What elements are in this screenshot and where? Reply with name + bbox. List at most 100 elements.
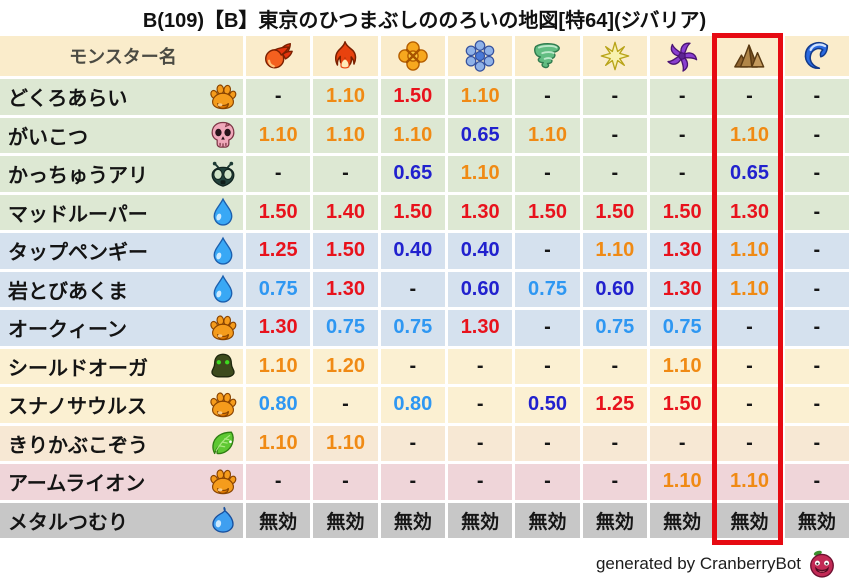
resistance-value: -: [409, 354, 417, 377]
monster-name: マッドルーパー: [8, 203, 148, 226]
resistance-cell: -: [784, 117, 849, 153]
resistance-value: 1.10: [730, 239, 769, 262]
resistance-value: 1.10: [460, 162, 500, 185]
resistance-value: 1.30: [326, 277, 365, 300]
resistance-value: -: [746, 431, 753, 454]
burst-icon: [396, 39, 430, 73]
resistance-cell: -: [313, 464, 378, 500]
resistance-cell: 1.10: [380, 117, 445, 153]
resistance-cell: -: [380, 464, 445, 500]
resistance-value: 1.10: [326, 123, 365, 146]
resistance-cell: -: [515, 310, 580, 346]
resistance-value: 0.65: [730, 162, 769, 185]
monster-name-cell: かっちゅうアリ: [0, 156, 243, 192]
resistance-value: -: [476, 470, 484, 493]
resistance-cell: -: [784, 156, 849, 192]
resistance-cell: 0.65: [717, 156, 782, 192]
resistance-value: 0.75: [528, 277, 567, 300]
resistance-cell: 1.10: [246, 348, 311, 384]
leaf-icon: [208, 428, 238, 458]
resistance-cell: 1.10: [717, 117, 782, 153]
resistance-value: 0.50: [528, 393, 567, 416]
resistance-cell: 1.30: [313, 271, 378, 307]
resistance-cell: 1.50: [380, 194, 445, 230]
resistance-value: -: [611, 470, 619, 493]
resistance-value: 1.30: [730, 200, 769, 223]
monster-name-header-label: モンスター名: [69, 47, 177, 67]
resistance-cell: 0.60: [582, 271, 647, 307]
rock-icon: [732, 39, 766, 73]
resistance-value: 0.75: [326, 316, 365, 339]
waterdrop-icon: [208, 274, 238, 304]
resistance-cell: 1.30: [650, 271, 715, 307]
resistance-value: -: [476, 354, 484, 377]
resistance-value: 1.10: [662, 354, 702, 377]
resistance-value: 1.30: [662, 277, 702, 300]
resistance-cell: 無効: [448, 502, 513, 538]
resistance-value: 1.10: [730, 277, 769, 300]
resistance-value: -: [342, 162, 349, 185]
monster-name-cell: シールドオーガ: [0, 348, 243, 384]
resistance-cell: 1.25: [582, 387, 647, 423]
resistance-cell: 1.10: [717, 271, 782, 307]
resistance-cell: 1.30: [448, 310, 513, 346]
resistance-cell: -: [717, 425, 782, 461]
resistance-cell: 無効: [582, 502, 647, 538]
monster-name: 岩とびあくま: [8, 280, 128, 303]
element-header-cell-sparkle: [582, 36, 647, 76]
resistance-cell: -: [784, 79, 849, 115]
element-header-cell-pinwheel: [650, 36, 715, 76]
resistance-value: -: [342, 393, 349, 416]
resistance-cell: 1.50: [515, 194, 580, 230]
hood-icon: [208, 351, 238, 381]
resistance-cell: -: [515, 156, 580, 192]
resistance-cell: 1.10: [246, 117, 311, 153]
monster-name: がいこつ: [8, 126, 88, 149]
resistance-value: 1.50: [528, 200, 567, 223]
resistance-cell: -: [448, 387, 513, 423]
resistance-value: -: [274, 162, 282, 185]
resistance-cell: 0.60: [448, 271, 513, 307]
resistance-value: -: [746, 85, 753, 108]
resistance-value: -: [611, 354, 619, 377]
resistance-cell: -: [448, 425, 513, 461]
resistance-value: -: [544, 239, 551, 262]
snowflake-icon: [463, 39, 497, 73]
resistance-value: -: [409, 470, 417, 493]
resistance-value: -: [544, 354, 551, 377]
resistance-value: 無効: [326, 511, 365, 533]
resistance-cell: 1.50: [380, 79, 445, 115]
paw-icon: [208, 313, 238, 343]
paw-icon: [208, 467, 238, 497]
monster-name-cell: メタルつむり: [0, 502, 243, 538]
element-header-cell-wave: [784, 36, 849, 76]
resistance-cell: 1.25: [246, 233, 311, 269]
resistance-value: 0.80: [393, 393, 433, 416]
resistance-value: -: [274, 470, 282, 493]
resistance-value: -: [813, 393, 821, 416]
monster-name: スナノサウルス: [8, 396, 147, 419]
resistance-cell: 1.10: [717, 464, 782, 500]
resistance-cell: -: [380, 271, 445, 307]
resistance-cell: 1.30: [650, 233, 715, 269]
monster-name-cell: 岩とびあくま: [0, 271, 243, 307]
resistance-value: 無効: [797, 511, 836, 533]
resistance-cell: -: [582, 79, 647, 115]
resistance-cell: 0.75: [582, 310, 647, 346]
resistance-value: 1.10: [730, 470, 769, 493]
element-header-cell-burst: [380, 36, 445, 76]
resistance-value: -: [476, 431, 484, 454]
resistance-cell: -: [246, 156, 311, 192]
resistance-value: 1.50: [595, 200, 635, 223]
resistance-value: 1.30: [460, 200, 500, 223]
page-title: B(109)【B】東京のひつまぶしののろいの地図[特64](ジバリア): [142, 9, 707, 32]
resistance-value: -: [678, 431, 686, 454]
paw-icon: [208, 82, 238, 112]
resistance-cell: 1.10: [448, 79, 513, 115]
resistance-cell: -: [380, 425, 445, 461]
resistance-cell: 無効: [313, 502, 378, 538]
bug-icon: [208, 159, 238, 189]
resistance-value: 1.10: [528, 123, 567, 146]
resistance-cell: 1.20: [313, 348, 378, 384]
resistance-cell: -: [650, 79, 715, 115]
